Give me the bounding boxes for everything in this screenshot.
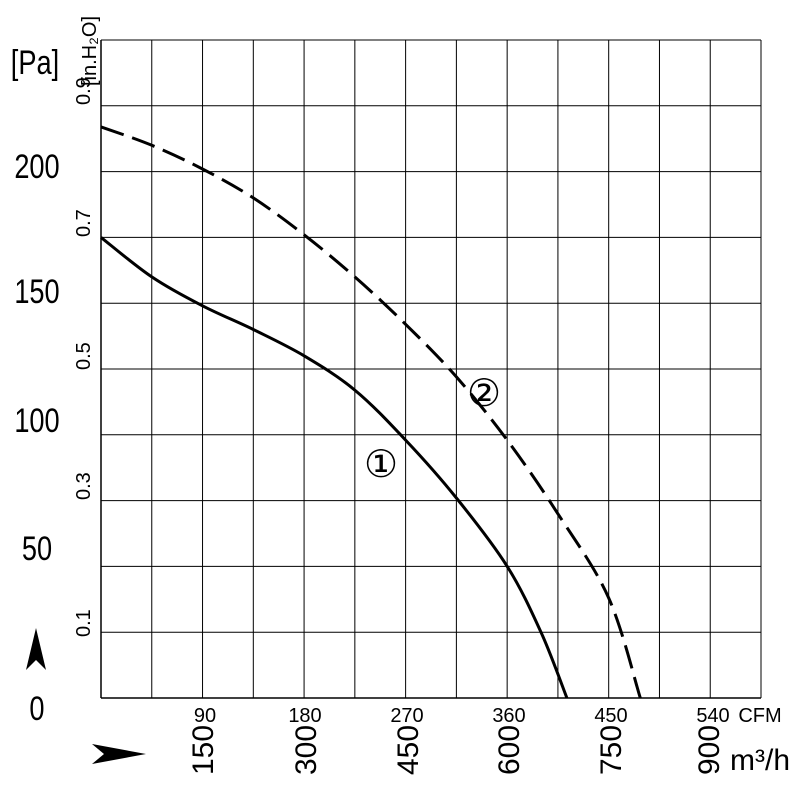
x-tick-label-cfm: 360 — [492, 705, 525, 727]
chart-curves — [100, 125, 642, 699]
x-tick-label-cfm: 90 — [194, 705, 216, 727]
chart-grid — [100, 39, 762, 699]
y-tick-label-inh2o: 0.5 — [73, 342, 95, 370]
x-unit-cfm: CFM — [738, 705, 781, 727]
y-tick-label-pa: 50 — [22, 529, 52, 568]
y-tick-label-pa: 150 — [14, 272, 59, 311]
x-tick-label-m3h: 900 — [693, 725, 726, 775]
x-tick-label-cfm: 540 — [696, 705, 729, 727]
arrow-right-icon — [92, 744, 146, 764]
chart-labels: ① ② 0 50 100 150 200 [Pa] 0.1 0.3 0.5 0.7 0.9[in.H₂O… — [11, 16, 790, 777]
x-tick-label-m3h: 750 — [595, 725, 628, 775]
x-tick-label-m3h: 150 — [187, 725, 220, 775]
x-tick-label-m3h: 300 — [290, 725, 323, 775]
series-marker-1: ① — [364, 444, 398, 486]
y-tick-label-pa: 200 — [14, 147, 59, 186]
y-tick-label-pa: 100 — [14, 401, 59, 440]
x-tick-label-m3h: 600 — [493, 725, 526, 775]
y-tick-label-inh2o: 0.1 — [73, 609, 95, 637]
y-unit-pa: [Pa] — [11, 43, 59, 82]
series-marker-2: ② — [467, 373, 501, 415]
x-tick-label-cfm: 270 — [390, 705, 423, 727]
y-tick-label-inh2o: 0.9 — [73, 77, 95, 105]
x-tick-label-m3h: 450 — [392, 725, 425, 775]
x-tick-label-cfm: 180 — [288, 705, 321, 727]
series-line-1 — [100, 236, 569, 699]
y-unit-inh2o: [in.H₂O] — [79, 16, 101, 86]
x-unit-m3h: m³/h — [730, 744, 790, 777]
y-tick-label-pa: 0 — [29, 689, 44, 728]
series-line-2 — [100, 125, 642, 699]
y-tick-label-inh2o: 0.7 — [73, 209, 95, 237]
y-tick-label-inh2o: 0.3 — [73, 472, 95, 500]
arrow-up-icon — [26, 628, 46, 670]
x-tick-label-cfm: 450 — [594, 705, 627, 727]
